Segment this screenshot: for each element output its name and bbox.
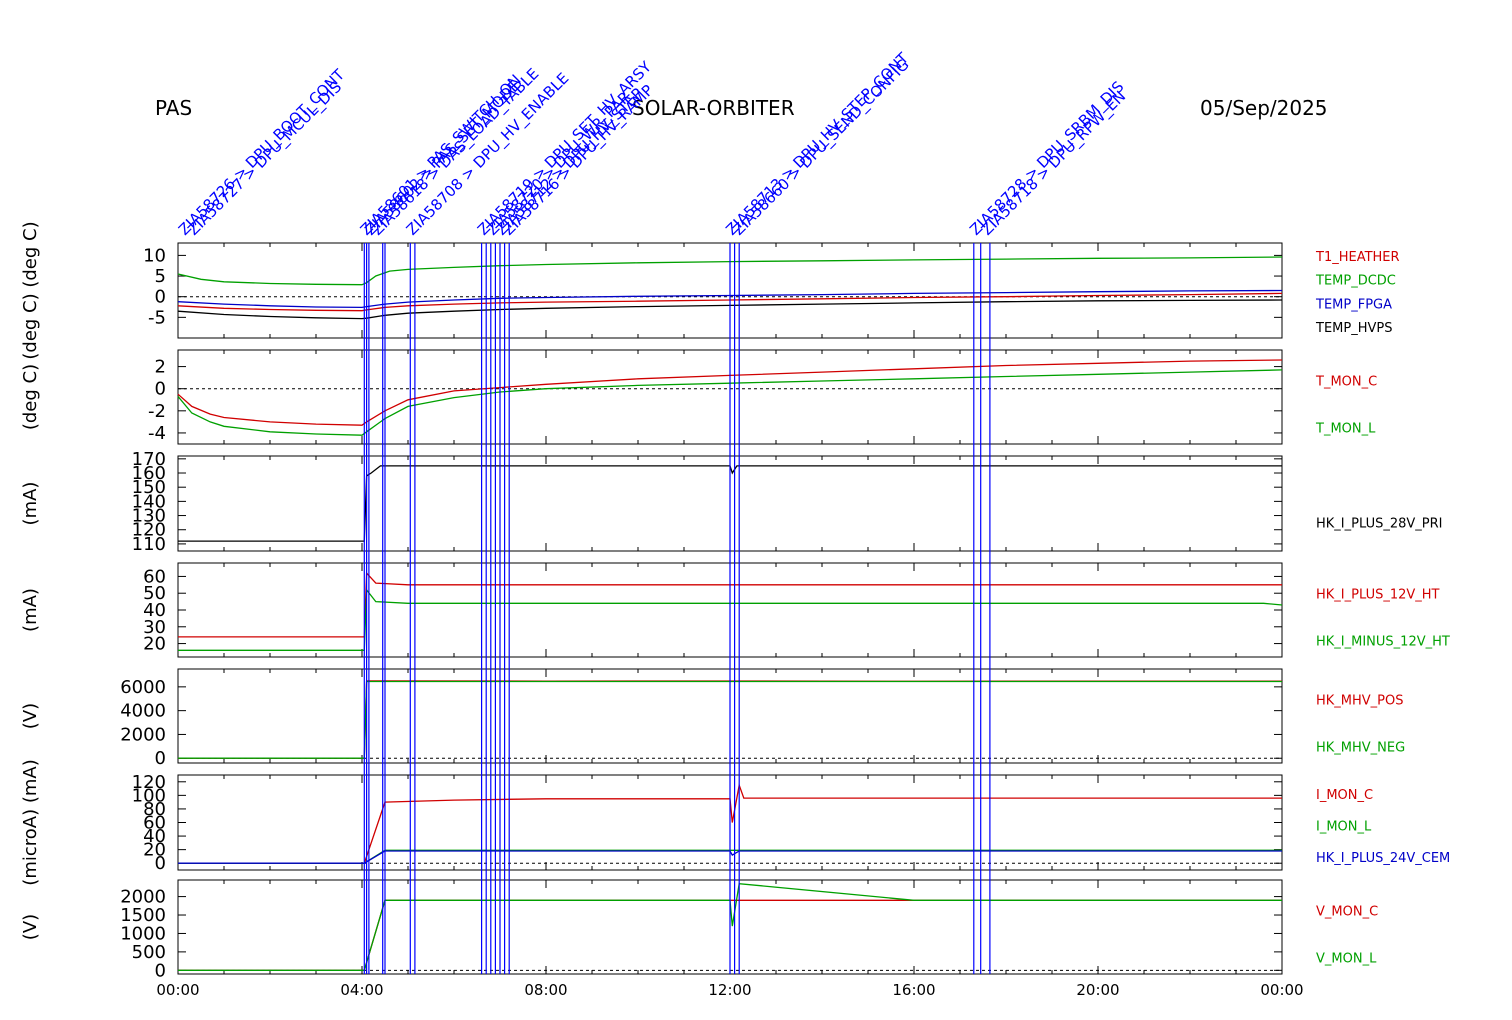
y-tick-label: 110 — [132, 534, 166, 555]
x-tick-label: 12:00 — [708, 981, 751, 999]
legend-label: V_MON_L — [1316, 951, 1377, 966]
series-line — [178, 850, 1282, 864]
y-tick-label: 1000 — [120, 923, 166, 944]
y-tick-label: 20 — [143, 840, 166, 861]
y-axis-label: (mA) — [20, 588, 41, 632]
y-tick-label: -5 — [148, 307, 166, 328]
y-tick-label: 120 — [132, 520, 166, 541]
mission-title: SOLAR-ORBITER — [632, 96, 795, 120]
x-tick-label: 00:00 — [156, 981, 199, 999]
legend-label: TEMP_FPGA — [1315, 297, 1392, 312]
legend-label: I_MON_L — [1316, 819, 1372, 834]
y-tick-label: 80 — [143, 799, 166, 820]
event-label: ZIA58660 > DPU_SEND_CONFIG — [729, 55, 913, 239]
series-line — [178, 588, 1283, 651]
date-label: 05/Sep/2025 — [1200, 96, 1328, 120]
y-tick-label: 40 — [143, 600, 166, 621]
series-line — [178, 782, 1282, 864]
y-tick-label: -4 — [148, 423, 166, 444]
event-lines — [363, 243, 991, 974]
y-tick-label: 120 — [132, 772, 166, 793]
legend-label: HK_I_PLUS_24V_CEM — [1316, 851, 1450, 866]
y-tick-label: 2000 — [120, 887, 166, 908]
legend-label: HK_I_PLUS_12V_HT — [1316, 587, 1440, 602]
y-tick-label: 60 — [143, 813, 166, 834]
event-label: ZIA58727 > DPU_MCUL_DIS — [184, 78, 346, 240]
y-tick-label: 100 — [132, 785, 166, 806]
legend-label: T_MON_C — [1315, 374, 1377, 389]
y-tick-label: 0 — [155, 379, 166, 400]
y-tick-label: 20 — [143, 634, 166, 655]
event-label: ZIA58718 > DPU_RPW_EN — [978, 87, 1130, 239]
y-tick-label: 130 — [132, 506, 166, 527]
y-tick-label: 160 — [132, 463, 166, 484]
y-axis-label: (deg C) (deg C) — [20, 221, 41, 359]
legend-label: HK_MHV_POS — [1316, 693, 1404, 708]
legend-label: I_MON_C — [1316, 788, 1373, 803]
y-tick-label: 40 — [143, 826, 166, 847]
y-axis-label: (V) — [20, 914, 41, 940]
panel-2: 20-2-4 (deg C) T_MON_C T_MON_L — [20, 349, 1377, 445]
y-tick-label: 2 — [155, 357, 166, 378]
legend-label: TEMP_DCDC — [1315, 274, 1396, 289]
y-tick-label: 30 — [143, 617, 166, 638]
legend-label: HK_MHV_NEG — [1316, 740, 1405, 755]
y-tick-label: 5 — [155, 266, 166, 287]
y-tick-label: 0 — [155, 960, 166, 981]
series-line — [177, 359, 1283, 426]
x-tick-label: 04:00 — [340, 981, 383, 999]
x-tick-label: 08:00 — [524, 981, 567, 999]
y-tick-label: 170 — [132, 449, 166, 470]
y-axis-label: (V) — [20, 703, 41, 729]
legend-label: TEMP_HVPS — [1315, 321, 1392, 336]
instrument-label: PAS — [155, 96, 193, 120]
y-axis-label: (mA) — [20, 482, 41, 526]
y-tick-label: 0 — [155, 853, 166, 874]
y-tick-label: 150 — [132, 477, 166, 498]
y-tick-label: 140 — [132, 491, 166, 512]
legend-label: V_MON_C — [1316, 904, 1378, 919]
legend-label: HK_I_PLUS_28V_PRI — [1316, 516, 1442, 531]
series-line — [177, 256, 1283, 286]
y-tick-label: -2 — [148, 401, 166, 422]
legend-label: T_MON_L — [1315, 421, 1376, 436]
y-tick-label: 60 — [143, 566, 166, 587]
legend-label: HK_I_MINUS_12V_HT — [1316, 634, 1450, 649]
legend-label: T1_HEATHER — [1315, 250, 1400, 265]
x-tick-label: 00:00 — [1260, 981, 1303, 999]
y-tick-label: 1500 — [120, 905, 166, 926]
series-line — [177, 369, 1283, 436]
x-tick-label: 20:00 — [1076, 981, 1119, 999]
y-tick-label: 50 — [143, 583, 166, 604]
y-tick-label: 0 — [155, 287, 166, 308]
y-tick-label: 4000 — [120, 701, 166, 722]
y-tick-label: 500 — [132, 942, 166, 963]
y-axis-label: (microA) (mA) — [20, 759, 41, 885]
y-axis-label: (deg C) — [20, 364, 41, 430]
x-tick-label: 16:00 — [892, 981, 935, 999]
y-tick-label: 10 — [143, 245, 166, 266]
series-line — [178, 882, 1282, 971]
y-tick-label: 0 — [155, 748, 166, 769]
y-tick-label: 6000 — [120, 677, 166, 698]
x-axis: 00:00 04:00 08:00 12:00 16:00 20:00 00:00 — [156, 981, 1303, 999]
y-tick-label: 2000 — [120, 724, 166, 745]
